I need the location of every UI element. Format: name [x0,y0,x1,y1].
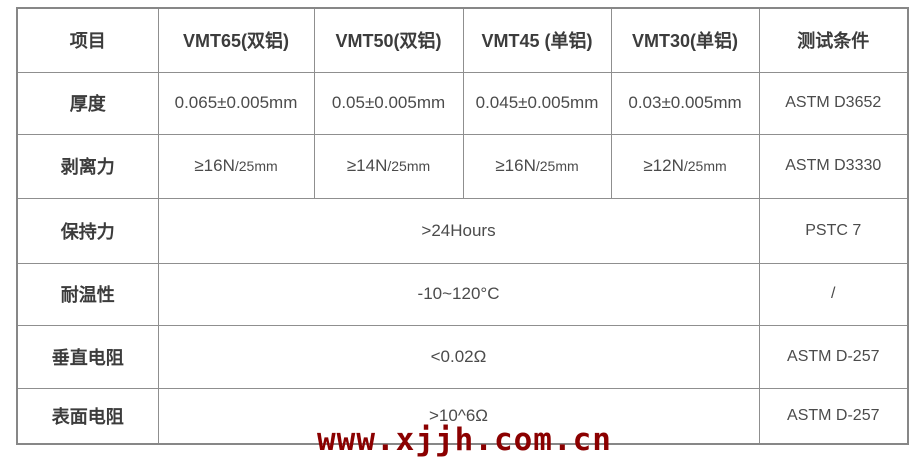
row-surface-resistance: 表面电阻 >10^6Ω ASTM D-257 [16,387,909,445]
header-vmt50: VMT50(双铝) [313,7,464,73]
temperature-value: -10~120°C [157,262,760,326]
header-vmt30: VMT30(单铝) [610,7,760,73]
thickness-vmt45: 0.045±0.005mm [462,71,612,135]
holding-power-value: >24Hours [157,197,760,264]
surface-resistance-condition: ASTM D-257 [758,387,909,445]
holding-power-condition: PSTC 7 [758,197,909,264]
peel-vmt45-sub: /25mm [535,158,579,174]
row-vertical-resistance-label: 垂直电阻 [16,324,159,389]
thickness-condition: ASTM D3652 [758,71,909,135]
header-vmt65: VMT65(双铝) [157,7,315,73]
table-header-row: 项目 VMT65(双铝) VMT50(双铝) VMT45 (单铝) VMT30(… [16,7,909,73]
thickness-vmt50: 0.05±0.005mm [313,71,464,135]
row-vertical-resistance: 垂直电阻 <0.02Ω ASTM D-257 [16,324,909,389]
temperature-condition: / [758,262,909,326]
row-peel-force: 剥离力 ≥16N/25mm ≥14N/25mm ≥16N/25mm ≥12N/2… [16,133,909,199]
peel-vmt45: ≥16N/25mm [462,133,612,199]
thickness-vmt30: 0.03±0.005mm [610,71,760,135]
peel-condition: ASTM D3330 [758,133,909,199]
peel-vmt30-sub: /25mm [683,158,727,174]
row-temperature-label: 耐温性 [16,262,159,326]
row-thickness: 厚度 0.065±0.005mm 0.05±0.005mm 0.045±0.00… [16,71,909,135]
vertical-resistance-value: <0.02Ω [157,324,760,389]
header-test-condition: 测试条件 [758,7,909,73]
peel-vmt30: ≥12N/25mm [610,133,760,199]
peel-vmt65-sub: /25mm [234,158,278,174]
peel-vmt65: ≥16N/25mm [157,133,315,199]
peel-vmt50-sub: /25mm [387,158,431,174]
row-temperature-resistance: 耐温性 -10~120°C / [16,262,909,326]
peel-vmt30-main: ≥12N [643,156,684,175]
row-surface-resistance-label: 表面电阻 [16,387,159,445]
vertical-resistance-condition: ASTM D-257 [758,324,909,389]
peel-vmt65-main: ≥16N [194,156,235,175]
header-item: 项目 [16,7,159,73]
product-spec-table: 项目 VMT65(双铝) VMT50(双铝) VMT45 (单铝) VMT30(… [16,7,909,445]
row-thickness-label: 厚度 [16,71,159,135]
row-peel-force-label: 剥离力 [16,133,159,199]
row-holding-power: 保持力 >24Hours PSTC 7 [16,197,909,264]
peel-vmt50-main: ≥14N [346,156,388,175]
peel-vmt45-main: ≥16N [495,156,536,175]
row-holding-power-label: 保持力 [16,197,159,264]
surface-resistance-value: >10^6Ω [157,387,760,445]
thickness-vmt65: 0.065±0.005mm [157,71,315,135]
site-watermark: www.xjjh.com.cn [317,422,612,458]
header-vmt45: VMT45 (单铝) [462,7,612,73]
peel-vmt50: ≥14N/25mm [313,133,464,199]
